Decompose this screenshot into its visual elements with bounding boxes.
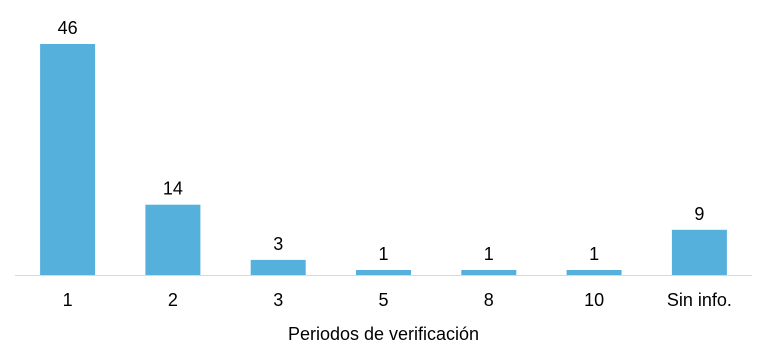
x-axis-title: Periodos de verificación — [288, 324, 479, 344]
x-tick-label-7: Sin info. — [667, 290, 732, 310]
bar-5 — [461, 270, 517, 275]
data-label-1: 46 — [58, 18, 78, 38]
x-tick-label-1: 1 — [63, 290, 73, 310]
data-label-6: 1 — [589, 244, 599, 264]
bar-4 — [356, 270, 411, 275]
labels-layer: 46 14 3 1 1 1 9 — [58, 18, 705, 264]
bar-7 — [671, 229, 727, 275]
bar-2 — [145, 204, 201, 275]
data-label-2: 14 — [163, 179, 183, 199]
data-label-4: 1 — [378, 244, 388, 264]
bar-6 — [566, 270, 622, 275]
x-tick-label-4: 5 — [378, 290, 388, 310]
x-tick-labels: 1 2 3 5 8 10 Sin info. — [63, 290, 732, 310]
x-tick-label-5: 8 — [484, 290, 494, 310]
x-tick-label-2: 2 — [168, 290, 178, 310]
data-label-3: 3 — [273, 234, 283, 254]
data-label-7: 9 — [694, 204, 704, 224]
data-label-5: 1 — [484, 244, 494, 264]
bars-layer — [40, 44, 727, 275]
bar-1 — [40, 44, 96, 275]
bar-3 — [250, 259, 306, 275]
x-tick-label-6: 10 — [584, 290, 604, 310]
x-tick-label-3: 3 — [273, 290, 283, 310]
